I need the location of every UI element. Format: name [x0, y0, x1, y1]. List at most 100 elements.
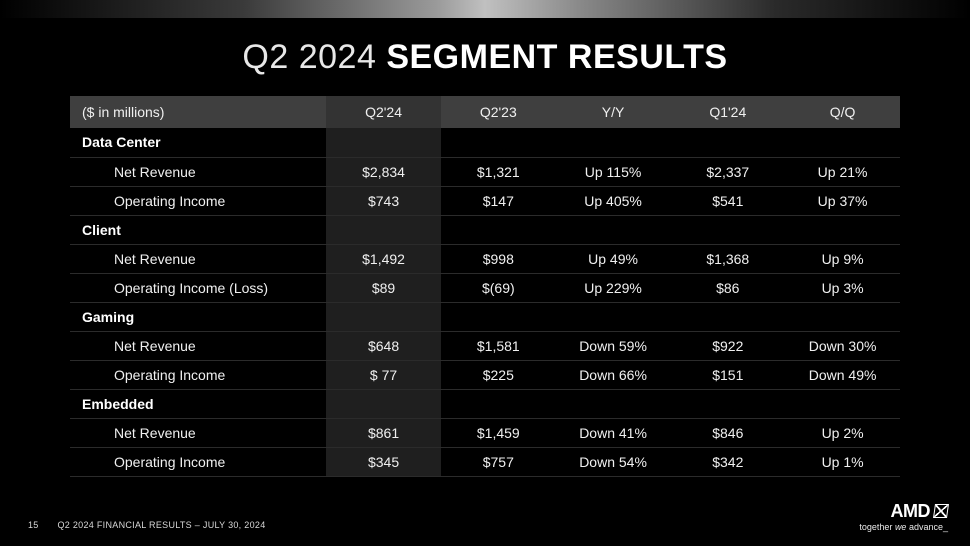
segment-results-table: ($ in millions) Q2'24 Q2'23 Y/Y Q1'24 Q/…	[70, 96, 900, 477]
segment-empty-cell	[441, 215, 556, 244]
data-cell: $(69)	[441, 273, 556, 302]
data-cell: $1,459	[441, 418, 556, 447]
segment-table-container: ($ in millions) Q2'24 Q2'23 Y/Y Q1'24 Q/…	[70, 96, 900, 477]
data-cell: Up 115%	[556, 157, 671, 186]
segment-empty-cell	[670, 128, 785, 157]
header-unit-label: ($ in millions)	[70, 96, 326, 128]
data-cell: $147	[441, 186, 556, 215]
segment-empty-cell	[785, 128, 900, 157]
data-cell: $86	[670, 273, 785, 302]
segment-empty-cell	[670, 389, 785, 418]
segment-empty-cell	[326, 215, 441, 244]
data-cell: $648	[326, 331, 441, 360]
table-row: Net Revenue$2,834$1,321Up 115%$2,337Up 2…	[70, 157, 900, 186]
table-row: Operating Income$ 77$225Down 66%$151Down…	[70, 360, 900, 389]
segment-header-row: Embedded	[70, 389, 900, 418]
data-cell: $1,492	[326, 244, 441, 273]
data-cell: Up 49%	[556, 244, 671, 273]
table-row: Net Revenue$648$1,581Down 59%$922Down 30…	[70, 331, 900, 360]
data-cell: $2,337	[670, 157, 785, 186]
data-cell: $861	[326, 418, 441, 447]
table-row: Operating Income (Loss)$89$(69)Up 229%$8…	[70, 273, 900, 302]
row-label: Operating Income	[70, 447, 326, 476]
header-col-q1-24: Q1'24	[670, 96, 785, 128]
segment-empty-cell	[785, 215, 900, 244]
data-cell: $2,834	[326, 157, 441, 186]
data-cell: $1,368	[670, 244, 785, 273]
segment-header-row: Data Center	[70, 128, 900, 157]
data-cell: Down 49%	[785, 360, 900, 389]
header-col-yy: Y/Y	[556, 96, 671, 128]
amd-tagline: together we advance_	[859, 523, 948, 532]
data-cell: Up 21%	[785, 157, 900, 186]
row-label: Net Revenue	[70, 331, 326, 360]
row-label: Net Revenue	[70, 418, 326, 447]
segment-empty-cell	[670, 302, 785, 331]
data-cell: $ 77	[326, 360, 441, 389]
tagline-prefix: together	[859, 522, 895, 532]
segment-empty-cell	[785, 389, 900, 418]
data-cell: $998	[441, 244, 556, 273]
title-light: Q2 2024	[242, 38, 376, 76]
data-cell: Down 59%	[556, 331, 671, 360]
tagline-we: we	[895, 522, 907, 532]
segment-empty-cell	[326, 302, 441, 331]
table-row: Net Revenue$1,492$998Up 49%$1,368Up 9%	[70, 244, 900, 273]
segment-empty-cell	[326, 128, 441, 157]
segment-name: Client	[70, 215, 326, 244]
segment-empty-cell	[556, 302, 671, 331]
data-cell: $743	[326, 186, 441, 215]
tagline-suffix: advance_	[906, 522, 948, 532]
row-label: Operating Income (Loss)	[70, 273, 326, 302]
data-cell: Down 66%	[556, 360, 671, 389]
segment-header-row: Client	[70, 215, 900, 244]
data-cell: Up 1%	[785, 447, 900, 476]
amd-logo: AMD	[891, 502, 949, 521]
amd-logo-text: AMD	[891, 502, 931, 521]
page-number: 15	[28, 520, 39, 530]
data-cell: $225	[441, 360, 556, 389]
data-cell: $151	[670, 360, 785, 389]
footer-text: Q2 2024 FINANCIAL RESULTS – JULY 30, 202…	[57, 520, 265, 530]
segment-header-row: Gaming	[70, 302, 900, 331]
segment-empty-cell	[441, 389, 556, 418]
row-label: Net Revenue	[70, 157, 326, 186]
table-body: Data CenterNet Revenue$2,834$1,321Up 115…	[70, 128, 900, 476]
segment-name: Gaming	[70, 302, 326, 331]
table-row: Net Revenue$861$1,459Down 41%$846Up 2%	[70, 418, 900, 447]
segment-name: Data Center	[70, 128, 326, 157]
data-cell: $342	[670, 447, 785, 476]
data-cell: Down 54%	[556, 447, 671, 476]
data-cell: $345	[326, 447, 441, 476]
data-cell: $1,581	[441, 331, 556, 360]
data-cell: Up 229%	[556, 273, 671, 302]
brand-block: AMD together we advance_	[859, 502, 948, 532]
table-row: Operating Income$743$147Up 405%$541Up 37…	[70, 186, 900, 215]
data-cell: Up 37%	[785, 186, 900, 215]
segment-empty-cell	[670, 215, 785, 244]
header-col-qq: Q/Q	[785, 96, 900, 128]
segment-empty-cell	[556, 128, 671, 157]
data-cell: Up 9%	[785, 244, 900, 273]
header-col-q2-23: Q2'23	[441, 96, 556, 128]
segment-name: Embedded	[70, 389, 326, 418]
segment-empty-cell	[441, 128, 556, 157]
slide-footer: 15 Q2 2024 FINANCIAL RESULTS – JULY 30, …	[28, 520, 266, 530]
segment-empty-cell	[326, 389, 441, 418]
data-cell: $922	[670, 331, 785, 360]
data-cell: $1,321	[441, 157, 556, 186]
data-cell: $846	[670, 418, 785, 447]
row-label: Operating Income	[70, 360, 326, 389]
row-label: Net Revenue	[70, 244, 326, 273]
row-label: Operating Income	[70, 186, 326, 215]
top-gradient-bar	[0, 0, 970, 18]
data-cell: $89	[326, 273, 441, 302]
data-cell: Up 3%	[785, 273, 900, 302]
data-cell: Up 2%	[785, 418, 900, 447]
table-header: ($ in millions) Q2'24 Q2'23 Y/Y Q1'24 Q/…	[70, 96, 900, 128]
header-col-q2-24: Q2'24	[326, 96, 441, 128]
segment-empty-cell	[556, 215, 671, 244]
data-cell: $757	[441, 447, 556, 476]
data-cell: Down 30%	[785, 331, 900, 360]
data-cell: Up 405%	[556, 186, 671, 215]
